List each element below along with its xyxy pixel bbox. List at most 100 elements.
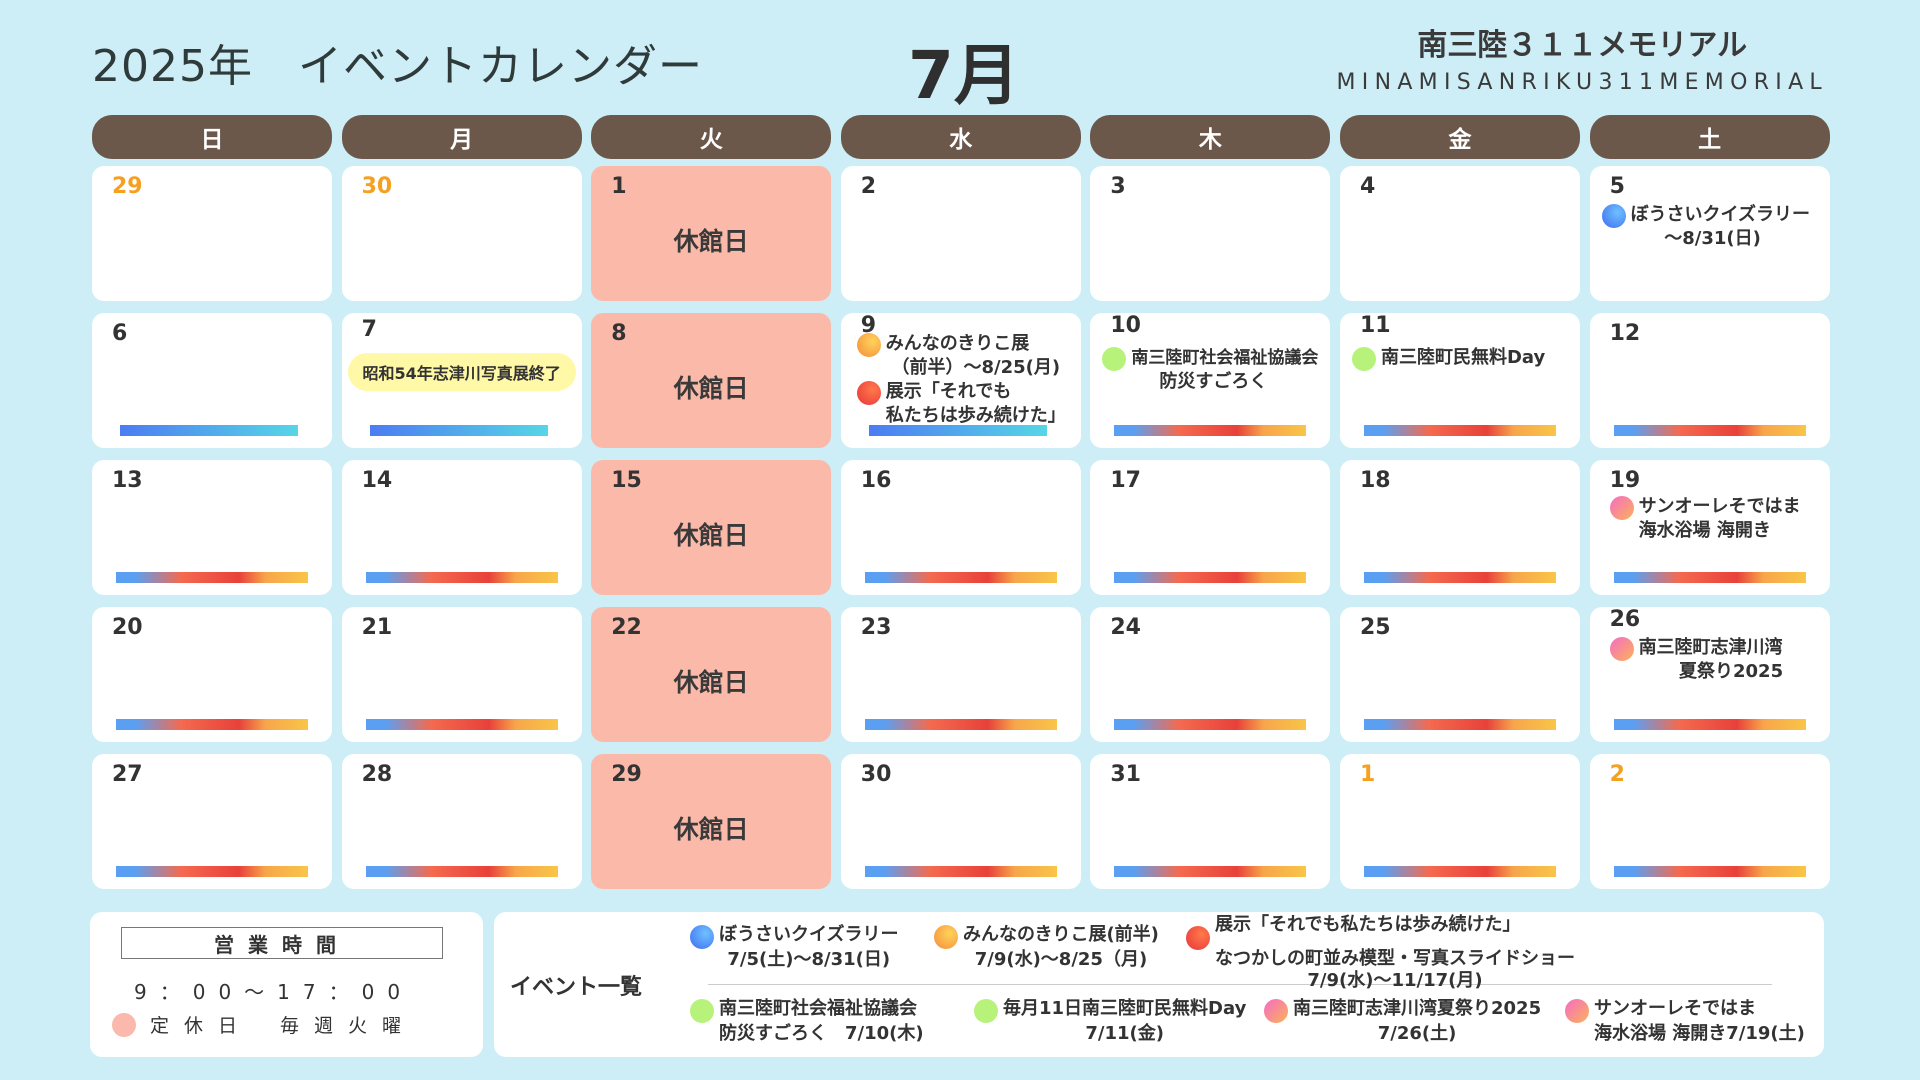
day-cell[interactable]: 10 南三陸町社会福祉協議会 防災すごろく bbox=[1090, 313, 1331, 448]
day-cell[interactable]: 3 bbox=[1090, 166, 1331, 301]
day-cell[interactable]: 28 bbox=[341, 754, 582, 889]
day-number: 30 bbox=[361, 174, 393, 199]
closed-day-label: 休館日 bbox=[673, 521, 749, 550]
day-cell[interactable]: 4 bbox=[1339, 166, 1580, 301]
pink-dot-icon bbox=[1609, 496, 1634, 520]
calendar-weeks: 29 30 1 休館日 2 3 4 5 ぼうさいクイズラリー 〜8/31(日) 6… bbox=[92, 166, 1830, 889]
event-span-bar bbox=[116, 866, 308, 877]
day-number: 1 bbox=[1359, 762, 1376, 787]
event-date: 7/26(土) bbox=[1377, 1023, 1457, 1044]
event-list-item[interactable]: 南三陸町社会福祉協議会 防災すごろく 7/10(木) bbox=[690, 998, 924, 1045]
day-cell[interactable]: 5 ぼうさいクイズラリー 〜8/31(日) bbox=[1589, 166, 1830, 301]
event-title: サンオーレそではま bbox=[1594, 998, 1756, 1019]
event-list-item[interactable]: 毎月11日南三陸町民無料Day 7/11(金) bbox=[974, 998, 1246, 1045]
day-cell[interactable]: 6 bbox=[92, 313, 332, 448]
day-cell[interactable]: 23 bbox=[840, 607, 1081, 742]
day-cell[interactable]: 26 南三陸町志津川湾 夏祭り2025 bbox=[1589, 607, 1830, 742]
brand-logo: 南三陸３１１メモリアル MINAMISANRIKU311MEMORIAL bbox=[1337, 20, 1829, 95]
orange-dot-icon bbox=[856, 333, 881, 357]
day-number: 22 bbox=[611, 615, 642, 640]
event-span-bar bbox=[365, 866, 558, 877]
day-cell[interactable]: 30 bbox=[341, 166, 582, 301]
event-list-item[interactable]: サンオーレそではま 海水浴場 海開き7/19(土) bbox=[1565, 998, 1805, 1045]
day-number: 19 bbox=[1609, 468, 1641, 493]
calendar-title: 2025年 イベントカレンダー bbox=[92, 41, 703, 92]
event-date: （前半）〜8/25(月) bbox=[891, 357, 1061, 378]
event-title: 私たちは歩み続けた」 bbox=[885, 405, 1066, 426]
day-cell[interactable]: 27 bbox=[92, 754, 332, 889]
event-date: 7/5(土)〜8/31(日) bbox=[727, 949, 891, 970]
day-cell[interactable]: 13 bbox=[92, 460, 332, 595]
day-number: 14 bbox=[361, 468, 393, 493]
business-hours-title: 営業時間 bbox=[121, 927, 443, 959]
day-cell[interactable]: 2 bbox=[1589, 754, 1830, 889]
event-list-heading: イベント一覧 bbox=[510, 975, 643, 1000]
pink-dot-icon bbox=[1565, 999, 1589, 1023]
day-cell[interactable]: 16 bbox=[840, 460, 1081, 595]
cell-event[interactable]: みんなのきりこ展 （前半）〜8/25(月) 展示「それでも 私たちは歩み続けた」 bbox=[856, 333, 1075, 427]
event-list-panel: イベント一覧 ぼうさいクイズラリー 7/5(土)〜8/31(日) みんなのきりこ… bbox=[494, 912, 1824, 1057]
weekday-sun: 日 bbox=[92, 115, 332, 159]
event-list-item[interactable]: みんなのきりこ展(前半) 7/9(水)〜8/25（月) bbox=[934, 924, 1159, 971]
day-cell-closed[interactable]: 15 休館日 bbox=[591, 460, 832, 595]
event-title: 南三陸町社会福祉協議会 bbox=[1131, 348, 1319, 368]
closed-day-label: 休館日 bbox=[673, 668, 749, 697]
day-cell-closed[interactable]: 29 休館日 bbox=[591, 754, 832, 889]
day-cell[interactable]: 24 bbox=[1090, 607, 1331, 742]
day-cell[interactable]: 20 bbox=[92, 607, 332, 742]
pink-dot-icon bbox=[1609, 637, 1634, 661]
day-cell[interactable]: 17 bbox=[1090, 460, 1331, 595]
day-cell[interactable]: 2 bbox=[840, 166, 1081, 301]
day-number: 18 bbox=[1359, 468, 1391, 493]
day-cell-closed[interactable]: 22 休館日 bbox=[591, 607, 832, 742]
pink-dot-icon bbox=[1264, 999, 1288, 1023]
day-cell[interactable]: 12 bbox=[1589, 313, 1830, 448]
day-cell[interactable]: 14 bbox=[341, 460, 582, 595]
day-cell[interactable]: 7 昭和54年志津川写真展終了 bbox=[341, 313, 582, 448]
event-span-bar bbox=[365, 572, 558, 583]
day-number: 13 bbox=[112, 468, 143, 493]
event-span-bar bbox=[365, 719, 558, 730]
event-title: ぼうさいクイズラリー bbox=[719, 924, 899, 945]
day-number: 3 bbox=[1110, 174, 1126, 199]
day-number: 5 bbox=[1609, 174, 1625, 199]
cell-event[interactable]: 南三陸町社会福祉協議会 防災すごろく bbox=[1102, 347, 1324, 393]
event-span-bar bbox=[120, 425, 298, 436]
cell-event[interactable]: ぼうさいクイズラリー 〜8/31(日) bbox=[1601, 204, 1824, 250]
day-cell[interactable]: 25 bbox=[1339, 607, 1580, 742]
day-cell[interactable]: 19 サンオーレそではま 海水浴場 海開き bbox=[1589, 460, 1830, 595]
event-span-bar bbox=[1613, 866, 1806, 877]
holiday-dot-icon bbox=[112, 1012, 136, 1037]
day-cell[interactable]: 1 bbox=[1339, 754, 1580, 889]
weekday-fri: 金 bbox=[1339, 115, 1580, 159]
day-number: 30 bbox=[860, 762, 892, 787]
blue-dot-icon bbox=[690, 925, 714, 949]
day-number: 9 bbox=[860, 313, 877, 338]
green-dot-icon bbox=[690, 999, 714, 1023]
green-dot-icon bbox=[1102, 347, 1127, 371]
day-number: 10 bbox=[1110, 313, 1141, 338]
event-title: みんなのきりこ展 bbox=[885, 333, 1030, 354]
divider bbox=[708, 984, 1772, 985]
day-cell[interactable]: 31 bbox=[1090, 754, 1331, 889]
cell-event[interactable]: 南三陸町志津川湾 夏祭り2025 bbox=[1609, 637, 1824, 683]
event-list-item[interactable]: 南三陸町志津川湾夏祭り2025 7/26(土) bbox=[1264, 998, 1541, 1045]
event-pill[interactable]: 昭和54年志津川写真展終了 bbox=[347, 353, 576, 391]
day-cell[interactable]: 11 南三陸町民無料Day bbox=[1339, 313, 1580, 448]
day-cell[interactable]: 9 みんなのきりこ展 （前半）〜8/25(月) 展示「それでも 私たちは歩み続け… bbox=[840, 313, 1081, 448]
day-cell[interactable]: 21 bbox=[341, 607, 582, 742]
regular-holiday: 定休日 毎週火曜 bbox=[112, 1011, 416, 1038]
event-list-item[interactable]: ぼうさいクイズラリー 7/5(土)〜8/31(日) bbox=[690, 924, 898, 971]
day-cell[interactable]: 29 bbox=[92, 166, 332, 301]
day-cell[interactable]: 30 bbox=[840, 754, 1081, 889]
day-cell-closed[interactable]: 1 休館日 bbox=[591, 166, 832, 301]
event-list-item[interactable]: 展示「それでも私たちは歩み続けた」 なつかしの町並み模型・写真スライドショー 7… bbox=[1186, 914, 1575, 992]
event-date: 海水浴場 海開き7/19(土) bbox=[1594, 1023, 1805, 1044]
day-cell-closed[interactable]: 8 休館日 bbox=[591, 313, 832, 448]
event-span-bar bbox=[1613, 425, 1806, 436]
event-date: 〜8/31(日) bbox=[1664, 228, 1761, 249]
cell-event[interactable]: サンオーレそではま 海水浴場 海開き bbox=[1609, 496, 1824, 542]
event-date: 防災すごろく 7/10(木) bbox=[719, 1023, 924, 1044]
day-cell[interactable]: 18 bbox=[1339, 460, 1580, 595]
cell-event[interactable]: 南三陸町民無料Day bbox=[1351, 347, 1574, 371]
